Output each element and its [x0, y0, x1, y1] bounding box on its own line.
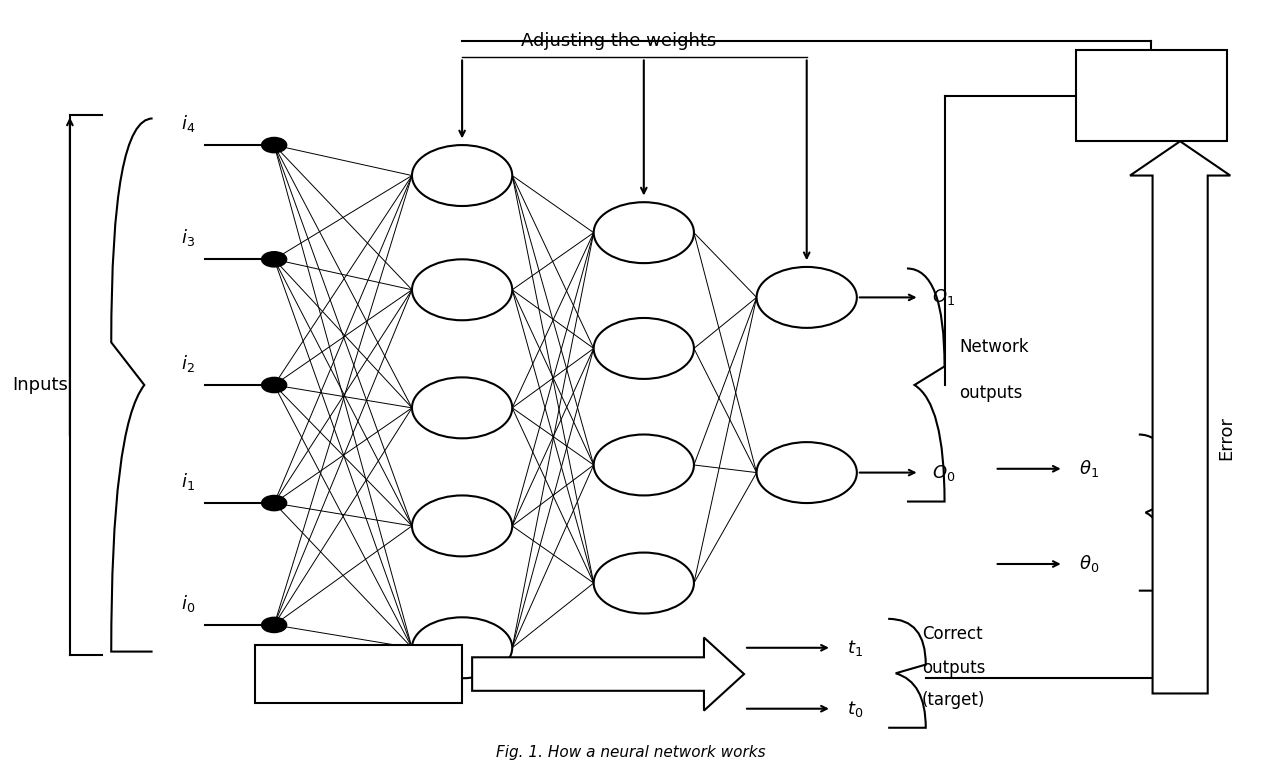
Text: Correct: Correct	[923, 625, 983, 643]
Text: $O_1$: $O_1$	[933, 287, 955, 307]
Text: $t_0$: $t_0$	[847, 698, 863, 718]
Circle shape	[593, 318, 694, 379]
Text: Fig. 1. How a neural network works: Fig. 1. How a neural network works	[496, 745, 766, 760]
Circle shape	[261, 495, 286, 511]
Circle shape	[261, 138, 286, 152]
Text: $t_1$: $t_1$	[847, 638, 863, 658]
Circle shape	[757, 442, 857, 503]
FancyBboxPatch shape	[255, 645, 462, 702]
Text: $i_0$: $i_0$	[180, 593, 196, 614]
Circle shape	[411, 618, 512, 678]
FancyBboxPatch shape	[1076, 50, 1227, 141]
Circle shape	[261, 252, 286, 267]
Polygon shape	[472, 638, 745, 711]
Circle shape	[411, 145, 512, 206]
Circle shape	[593, 434, 694, 495]
Text: outputs: outputs	[959, 383, 1023, 402]
Text: $\theta_1$: $\theta_1$	[1079, 458, 1098, 479]
Circle shape	[593, 553, 694, 614]
Circle shape	[411, 377, 512, 438]
Text: $i_1$: $i_1$	[182, 471, 196, 492]
Text: $O_0$: $O_0$	[933, 463, 955, 483]
Circle shape	[261, 618, 286, 632]
Text: $i_2$: $i_2$	[182, 353, 196, 374]
Circle shape	[593, 203, 694, 263]
Circle shape	[757, 267, 857, 328]
Circle shape	[411, 259, 512, 320]
Polygon shape	[1129, 141, 1230, 694]
Text: (target): (target)	[923, 691, 986, 709]
Text: outputs: outputs	[923, 659, 986, 678]
Circle shape	[261, 377, 286, 393]
Text: algorithm: algorithm	[1108, 103, 1195, 121]
Text: Training: Training	[1116, 73, 1188, 91]
Text: Error: Error	[1218, 417, 1235, 460]
Text: Adjusting the weights: Adjusting the weights	[521, 32, 717, 50]
Text: Inputs: Inputs	[11, 376, 68, 394]
Text: $i_3$: $i_3$	[182, 227, 196, 249]
Text: Training data: Training data	[304, 665, 413, 683]
Circle shape	[411, 495, 512, 557]
Text: $i_4$: $i_4$	[180, 113, 196, 134]
Text: $\theta_0$: $\theta_0$	[1079, 554, 1099, 574]
Text: Network: Network	[959, 338, 1030, 356]
